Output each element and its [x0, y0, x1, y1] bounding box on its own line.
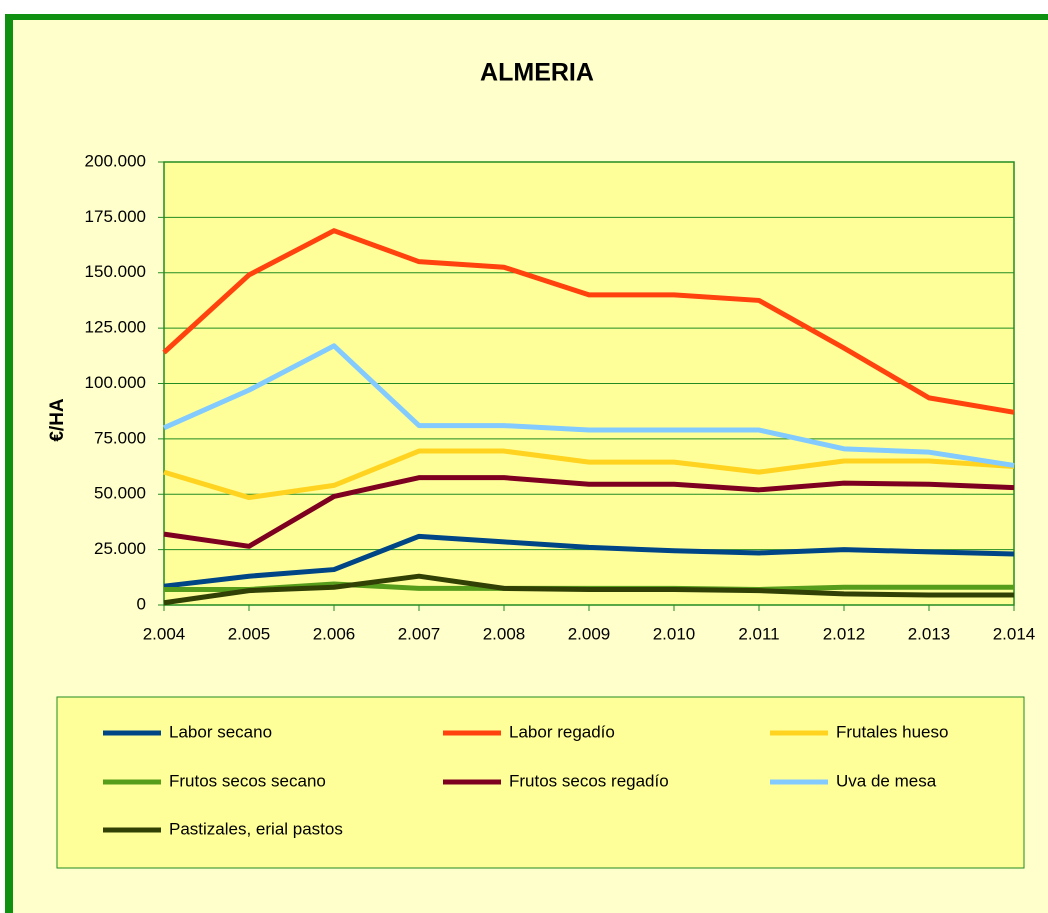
- y-tick-label: 0: [137, 594, 146, 613]
- legend: [56, 696, 1025, 869]
- y-tick-label: 75.000: [94, 428, 146, 447]
- x-tick-label: 2.007: [398, 624, 441, 643]
- legend-label: Labor regadío: [509, 722, 615, 741]
- chart-title: ALMERIA: [480, 59, 594, 87]
- x-tick-label: 2.009: [568, 624, 611, 643]
- series-line: [162, 343, 1015, 468]
- x-tick-label: 2.013: [908, 624, 951, 643]
- y-tick-label: 25.000: [94, 539, 146, 558]
- series-line: [163, 475, 1015, 549]
- y-tick-label: 175.000: [85, 207, 146, 226]
- x-tick-label: 2.005: [228, 624, 271, 643]
- x-tick-label: 2.004: [143, 624, 186, 643]
- legend-label: Frutos secos regadío: [509, 771, 669, 790]
- y-tick-label: 125.000: [85, 318, 146, 337]
- x-tick-label: 2.014: [993, 624, 1036, 643]
- legend-label: Frutales hueso: [836, 722, 948, 741]
- x-tick-label: 2.011: [738, 624, 779, 643]
- series-line: [163, 533, 1015, 589]
- y-tick-label: 150.000: [85, 262, 146, 281]
- y-tick-label: 200.000: [85, 151, 146, 170]
- x-tick-label: 2.006: [313, 624, 356, 643]
- y-tick-label: 50.000: [94, 484, 146, 503]
- series-line: [163, 573, 1014, 606]
- y-axis-label: €/HA: [47, 398, 68, 442]
- x-tick-label: 2.008: [483, 624, 526, 643]
- series-line: [162, 228, 1015, 415]
- y-tick-label: 100.000: [85, 373, 146, 392]
- x-tick-label: 2.012: [823, 624, 866, 643]
- x-tick-label: 2.010: [653, 624, 696, 643]
- legend-label: Frutos secos secano: [169, 771, 326, 790]
- legend-label: Labor secano: [169, 722, 272, 741]
- series-line: [163, 448, 1015, 501]
- legend-label: Uva de mesa: [836, 771, 937, 790]
- legend-label: Pastizales, erial pastos: [169, 819, 343, 838]
